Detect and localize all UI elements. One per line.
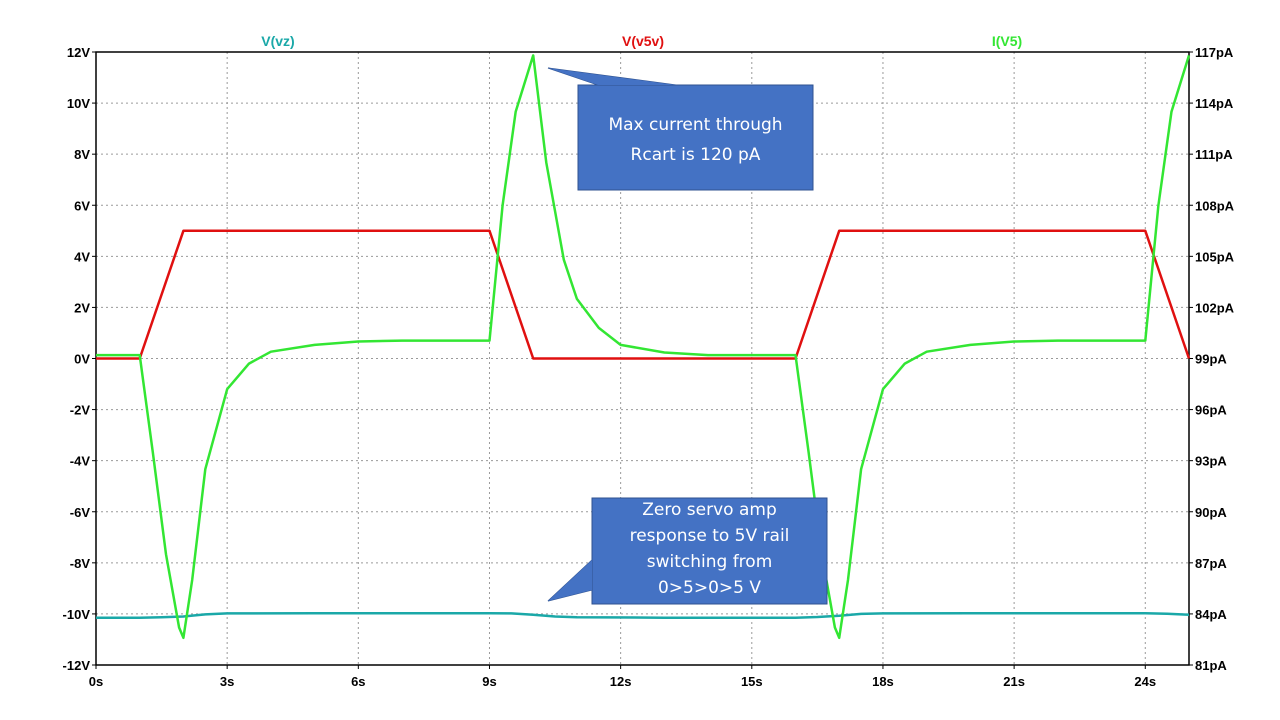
y-right-tick-label: 111pA [1195, 147, 1233, 162]
callout-text-line: Max current through [608, 115, 782, 135]
y-right-tick-label: 114pA [1195, 96, 1234, 111]
y-left-tick-label: 2V [74, 300, 90, 315]
y-right-tick-label: 90pA [1195, 505, 1227, 520]
callout-text-line: response to 5V rail [630, 526, 790, 546]
y-right-tick-label: 102pA [1195, 300, 1235, 315]
y-right-tick-label: 105pA [1195, 249, 1235, 264]
x-tick-label: 6s [351, 674, 365, 689]
y-right-tick-label: 99pA [1195, 352, 1227, 367]
y-left-tick-label: 4V [74, 249, 90, 264]
x-tick-label: 15s [741, 674, 763, 689]
callout-box [577, 84, 814, 191]
y-left-tick-label: -2V [70, 403, 91, 418]
x-tick-label: 3s [220, 674, 234, 689]
y-left-tick-label: -4V [70, 454, 91, 469]
x-tick-label: 0s [89, 674, 103, 689]
y-left-tick-label: 10V [67, 96, 90, 111]
y-left-tick-label: -12V [63, 658, 91, 673]
y-right-tick-label: 81pA [1195, 658, 1227, 673]
y-left-tick-label: 0V [74, 352, 90, 367]
y-left-tick-label: -10V [63, 607, 91, 622]
y-right-tick-label: 117pA [1195, 45, 1234, 60]
legend: V(vz) V(v5v) I(V5) [261, 33, 1022, 49]
y-left-tick-label: -8V [70, 556, 91, 571]
y-left-tick-label: 8V [74, 147, 90, 162]
y-right-tick-label: 93pA [1195, 454, 1227, 469]
x-tick-label: 9s [482, 674, 496, 689]
y-right-tick-label: 96pA [1195, 403, 1227, 418]
x-tick-label: 24s [1134, 674, 1156, 689]
x-tick-label: 18s [872, 674, 894, 689]
callout-text-line: Rcart is 120 pA [631, 145, 761, 165]
callout-box [591, 497, 828, 605]
callout-text-line: Zero servo amp [642, 500, 776, 520]
callout-text-line: switching from [647, 552, 773, 572]
y-right-tick-label: 108pA [1195, 198, 1235, 213]
y-left-tick-label: -6V [70, 505, 91, 520]
callout-text-line: 0>5>0>5 V [658, 578, 761, 598]
callout-pointer-fill [548, 560, 592, 601]
legend-entry: V(v5v) [622, 33, 664, 49]
y-left-tick-label: 6V [74, 198, 90, 213]
series-line-v-vz [96, 611, 1190, 619]
series-line-i-v5 [96, 54, 1191, 640]
annotations: Max current through Rcart is 120 pA Zero s… [547, 67, 828, 605]
y-left-tick-label: 12V [67, 45, 90, 60]
series-line-v-v5v [96, 229, 1191, 360]
series-layer [96, 54, 1191, 640]
x-tick-label: 12s [610, 674, 632, 689]
y-right-tick-label: 84pA [1195, 607, 1227, 622]
axis-ticks: 0s 3s 6s 9s 12s 15s 18s 21s 24s 12V 10V 8V 6V 4V 2V 0V -… [63, 45, 1235, 689]
x-tick-label: 21s [1003, 674, 1025, 689]
legend-entry: I(V5) [992, 33, 1022, 49]
legend-entry: V(vz) [261, 33, 294, 49]
callout-pointer-fill [548, 68, 676, 85]
y-right-tick-label: 87pA [1195, 556, 1227, 571]
